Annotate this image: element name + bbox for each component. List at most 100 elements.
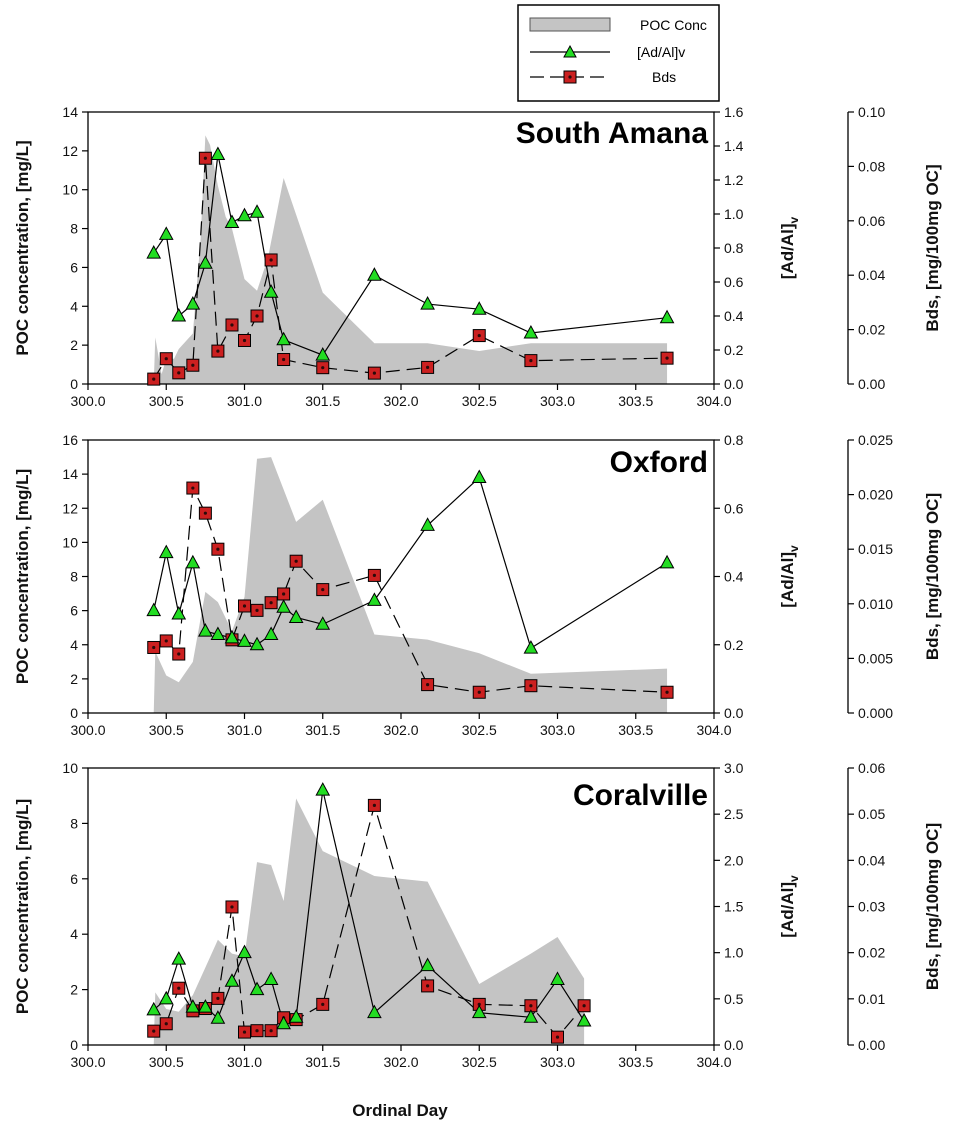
- bds-point-dot: [529, 359, 533, 363]
- adal-point: [146, 1001, 162, 1016]
- left-tick-label: 14: [62, 104, 78, 120]
- x-tick-label: 304.0: [696, 1054, 731, 1070]
- mid-tick-label: 0.6: [724, 274, 744, 290]
- bds-point-dot: [477, 333, 481, 338]
- mid-axis-title: [Ad/Al]v: [778, 875, 801, 938]
- mid-tick-label: 0.4: [724, 569, 744, 585]
- bds-point-dot: [242, 1030, 247, 1034]
- mid-tick-label: 1.2: [724, 172, 744, 188]
- x-axis-title: Ordinal Day: [352, 1101, 448, 1120]
- adal-point: [523, 640, 539, 654]
- bds-point-dot: [164, 1022, 168, 1026]
- left-axis-title: POC concentration, [mg/L]: [13, 469, 32, 684]
- mid-tick-label: 0.6: [724, 500, 744, 516]
- adal-point: [315, 347, 331, 361]
- left-tick-label: 6: [70, 603, 78, 619]
- bds-point-dot: [230, 323, 234, 327]
- left-tick-label: 4: [70, 298, 78, 314]
- bds-point-dot: [529, 684, 533, 688]
- x-tick-label: 302.0: [383, 1054, 418, 1070]
- mid-tick-label: 0.2: [724, 342, 744, 358]
- chart-panel-south-amana: 300.0 300.5 301.0 301.5 302.0 302.5 303.0 303.5…: [13, 104, 942, 409]
- left-tick-label: 0: [70, 376, 78, 392]
- adal-point: [367, 592, 382, 606]
- right-tick-label: 0.08: [858, 158, 885, 174]
- bds-point-dot: [177, 986, 181, 990]
- mid-tick-label: 3.0: [724, 760, 744, 776]
- adal-point: [263, 626, 279, 641]
- adal-point: [315, 782, 331, 796]
- adal-point: [185, 999, 201, 1013]
- adal-point: [523, 1009, 539, 1023]
- bds-point-dot: [216, 996, 220, 1000]
- adal-point: [420, 517, 435, 531]
- poc-area: [153, 798, 585, 1045]
- poc-area: [153, 457, 668, 713]
- bds-point-dot: [582, 1004, 586, 1008]
- bds-point-dot: [294, 559, 298, 563]
- right-tick-label: 0.00: [858, 1037, 885, 1053]
- x-tick-label: 300.5: [149, 393, 184, 409]
- x-tick-label: 303.5: [618, 722, 653, 738]
- mid-axis-title: [Ad/Al]v: [778, 216, 801, 279]
- right-axis-title: Bds, [mg/100mg OC]: [923, 164, 942, 331]
- right-tick-label: 0.025: [858, 432, 893, 448]
- mid-tick-label: 1.6: [724, 104, 744, 120]
- left-tick-label: 8: [70, 221, 78, 237]
- left-tick-label: 12: [62, 143, 78, 159]
- legend-adal-marker: [563, 44, 577, 58]
- bds-point-dot: [426, 984, 430, 988]
- right-tick-label: 0.04: [858, 852, 885, 868]
- adal-point: [158, 226, 174, 240]
- bds-point-dot: [216, 349, 220, 353]
- adal-point: [224, 973, 240, 987]
- adal-point: [576, 1012, 592, 1027]
- left-tick-label: 12: [62, 500, 78, 516]
- x-tick-label: 303.5: [618, 1054, 653, 1070]
- bds-point-dot: [255, 608, 259, 612]
- mid-tick-label: 0.0: [724, 376, 744, 392]
- bds-point-dot: [321, 588, 325, 592]
- bds-point-dot: [164, 639, 168, 643]
- bds-point-dot: [477, 690, 481, 694]
- bds-point-dot: [152, 645, 156, 650]
- adal-point: [198, 255, 213, 269]
- bds-point-dot: [321, 366, 325, 370]
- right-tick-label: 0.005: [858, 650, 893, 666]
- bds-point-dot: [372, 573, 376, 578]
- left-tick-label: 10: [62, 760, 78, 776]
- adal-point: [198, 623, 213, 637]
- right-tick-label: 0.10: [858, 104, 885, 120]
- right-tick-label: 0.020: [858, 487, 893, 503]
- mid-tick-label: 0.0: [724, 1037, 744, 1053]
- panel-title: Oxford: [610, 446, 708, 479]
- adal-point: [185, 296, 201, 310]
- left-tick-label: 4: [70, 926, 78, 942]
- adal-point: [659, 309, 675, 324]
- left-tick-label: 2: [70, 982, 78, 998]
- x-tick-label: 300.5: [149, 722, 184, 738]
- bds-point-dot: [255, 1029, 259, 1033]
- adal-point: [171, 605, 187, 620]
- adal-point: [659, 554, 675, 569]
- left-tick-label: 2: [70, 337, 78, 353]
- bds-point-dot: [372, 371, 376, 375]
- bds-point-dot: [269, 601, 273, 605]
- mid-tick-label: 0.4: [724, 308, 744, 324]
- bds-point-dot: [203, 511, 207, 515]
- right-tick-label: 0.00: [858, 376, 885, 392]
- bds-point-dot: [529, 1004, 533, 1008]
- right-tick-label: 0.03: [858, 899, 885, 915]
- x-tick-label: 304.0: [696, 722, 731, 738]
- poc-area: [153, 135, 668, 384]
- left-tick-label: 0: [70, 705, 78, 721]
- adal-point: [146, 245, 162, 259]
- left-tick-label: 14: [62, 466, 78, 482]
- adal-point: [237, 944, 252, 959]
- adal-point: [249, 981, 265, 996]
- left-tick-label: 8: [70, 569, 78, 585]
- adal-point: [249, 204, 265, 218]
- legend: POC Conc [Ad/Al]v Bds: [517, 4, 720, 102]
- mid-tick-label: 1.5: [724, 899, 744, 915]
